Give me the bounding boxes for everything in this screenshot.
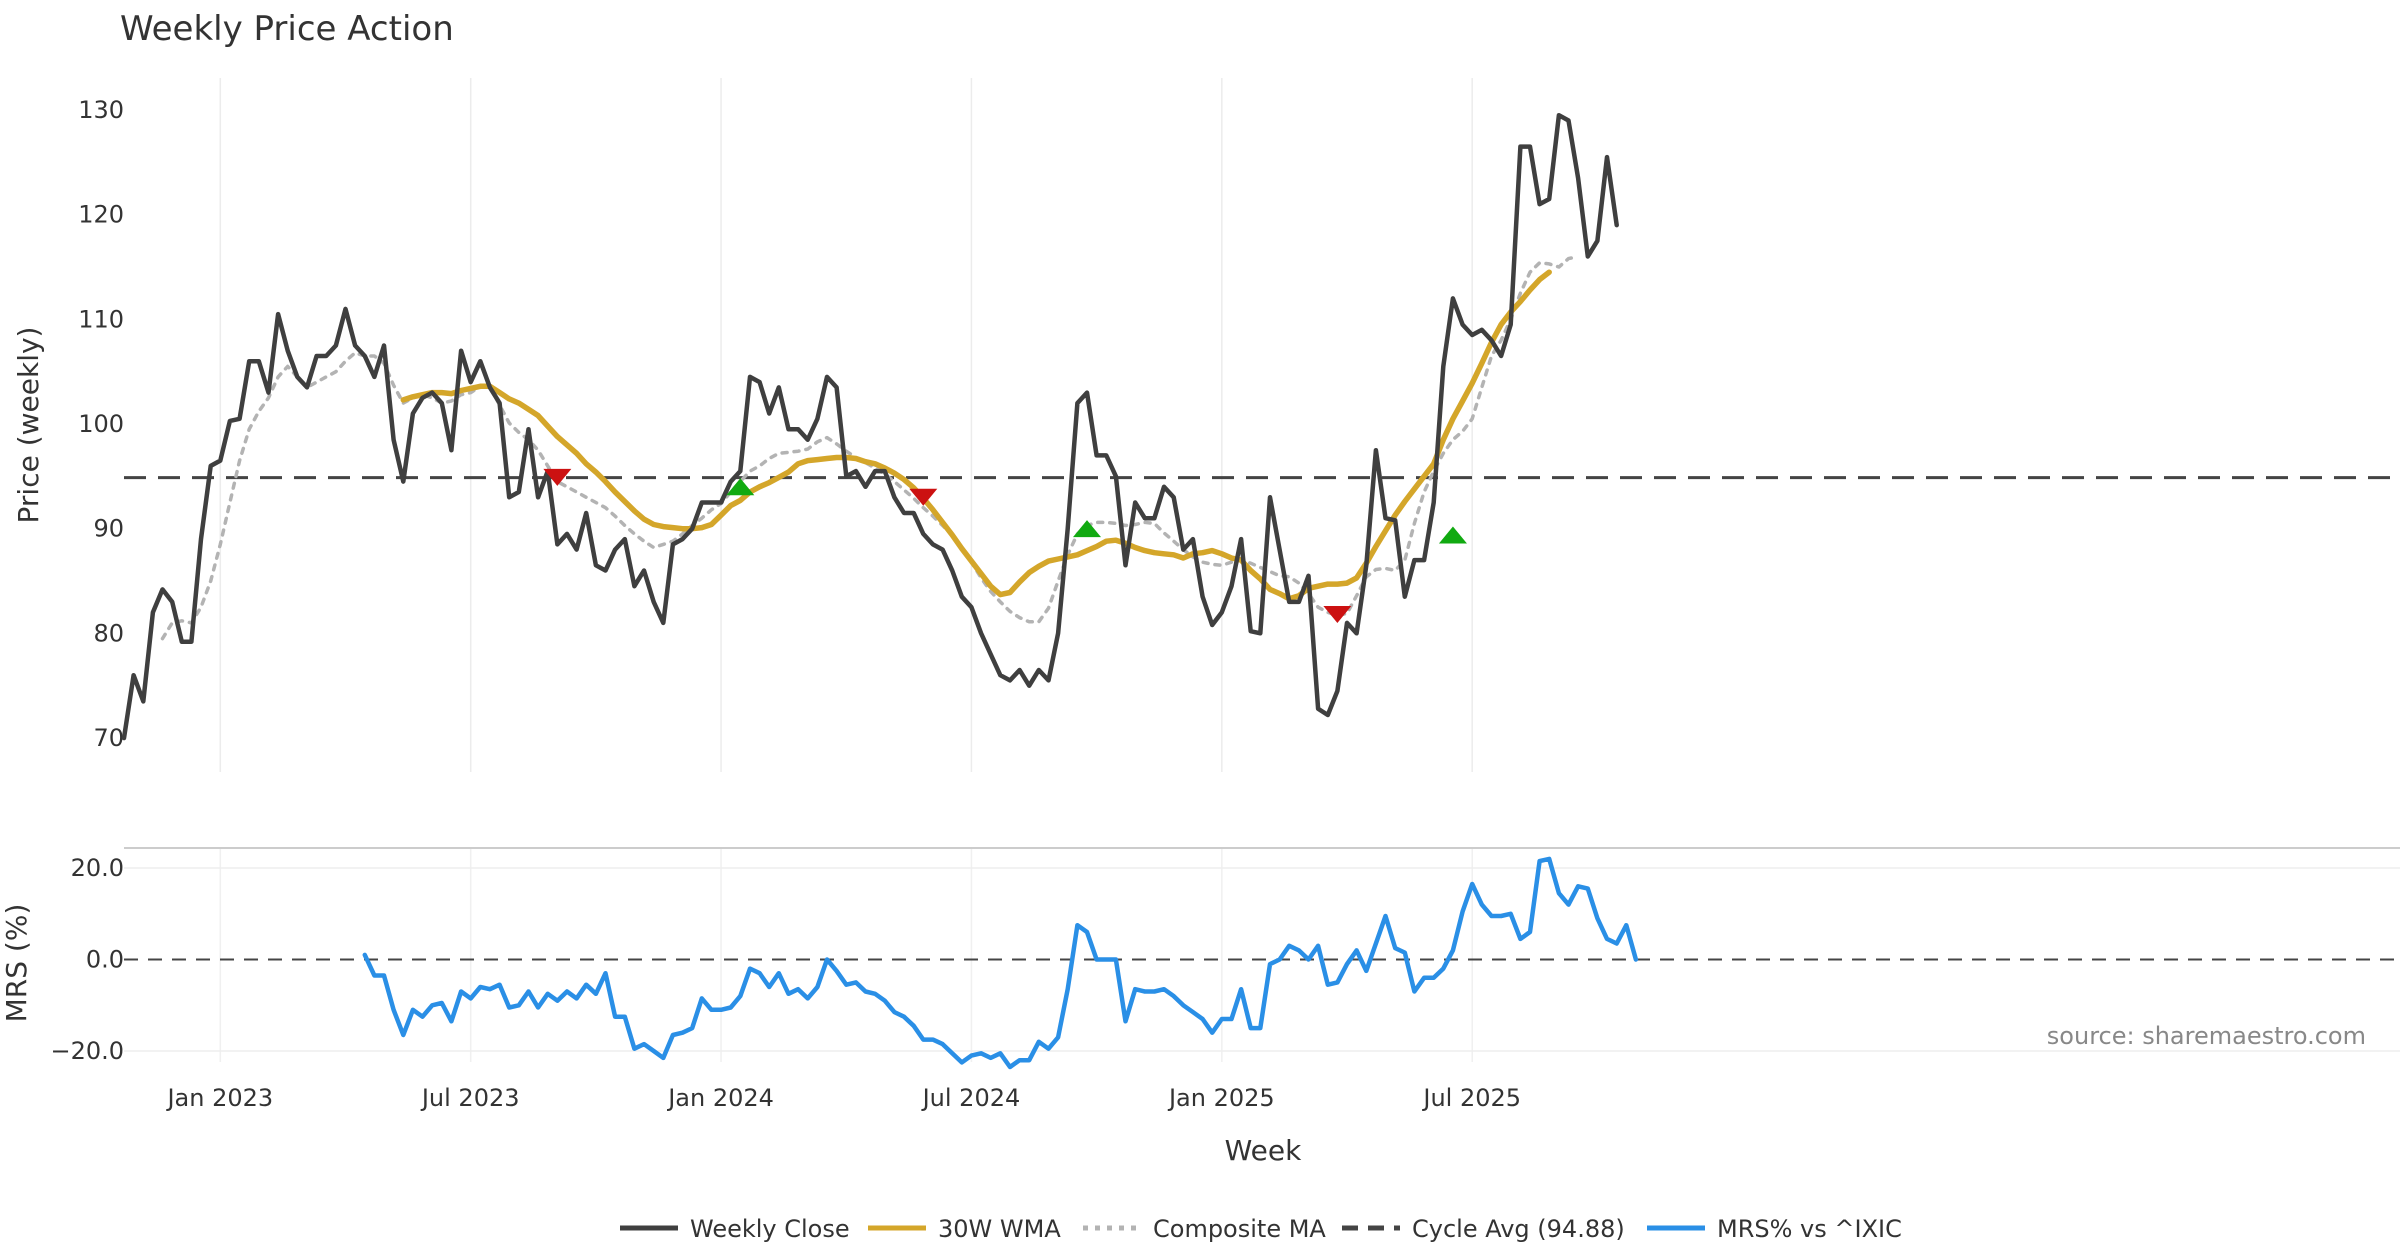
chart-title: Weekly Price Action — [120, 9, 454, 49]
source-annotation: source: sharemaestro.com — [2047, 1022, 2366, 1050]
buy-signal-marker — [1438, 526, 1467, 544]
price-grid — [219, 78, 1473, 772]
x-tick-label: Jul 2023 — [420, 1084, 520, 1112]
x-tick-label: Jul 2024 — [921, 1084, 1021, 1112]
price-panel: 70 80 90 100 110 120 130 — [78, 78, 2400, 772]
price-y-ticks: 70 80 90 100 110 120 130 — [78, 96, 124, 752]
legend-label-composite-ma: Composite MA — [1153, 1215, 1326, 1243]
mrs-y-tick-label: 20.0 — [71, 854, 124, 882]
x-tick-label: Jan 2024 — [666, 1084, 774, 1112]
x-tick-label: Jul 2025 — [1421, 1084, 1521, 1112]
price-y-tick-label: 70 — [93, 724, 124, 752]
legend-label-mrs-vs-ixic: MRS% vs ^IXIC — [1717, 1215, 1902, 1243]
price-y-tick-label: 90 — [93, 515, 124, 543]
price-y-axis-title: Price (weekly) — [12, 327, 45, 524]
price-y-tick-label: 100 — [78, 410, 124, 438]
mrs-line — [362, 856, 1639, 1070]
buy-signal-marker — [1073, 520, 1101, 538]
price-series-group — [121, 112, 2400, 741]
x-tick-label: Jan 2025 — [1167, 1084, 1275, 1112]
legend: Weekly Close 30W WMA Composite MA Cycle Avg… — [620, 1215, 1902, 1243]
mrs-panel: 20.0 0.0 −20.0 — [50, 847, 2400, 1070]
price-y-tick-label: 110 — [78, 305, 124, 333]
30w-wma-line — [400, 269, 1552, 602]
price-y-tick-label: 80 — [93, 619, 124, 647]
mrs-y-tick-label: 0.0 — [86, 946, 124, 974]
sell-signal-marker — [909, 488, 938, 506]
weekly-close-line — [121, 112, 1619, 741]
x-axis-title: Week — [1225, 1134, 1302, 1167]
legend-label-30w-wma: 30W WMA — [938, 1215, 1061, 1243]
legend-label-weekly-close: Weekly Close — [690, 1215, 850, 1243]
price-y-tick-label: 120 — [78, 201, 124, 229]
mrs-y-tick-label: −20.0 — [50, 1037, 124, 1065]
buy-signal-marker — [726, 478, 755, 496]
price-y-tick-label: 130 — [78, 96, 124, 124]
mrs-grid — [124, 847, 2400, 1062]
mrs-y-axis-title: MRS (%) — [0, 904, 33, 1023]
mrs-series-group — [124, 856, 2400, 1070]
sell-signal-marker — [1323, 605, 1352, 623]
signal-markers — [543, 468, 1467, 623]
mrs-y-ticks: 20.0 0.0 −20.0 — [50, 854, 124, 1065]
x-tick-label: Jan 2023 — [165, 1084, 273, 1112]
x-axis-ticks: Jan 2023 Jul 2023 Jan 2024 Jul 2024 Jan 2025… — [165, 1084, 1521, 1112]
legend-label-cycle-avg-94-88: Cycle Avg (94.88) — [1412, 1215, 1625, 1243]
sell-signal-marker — [543, 468, 572, 486]
